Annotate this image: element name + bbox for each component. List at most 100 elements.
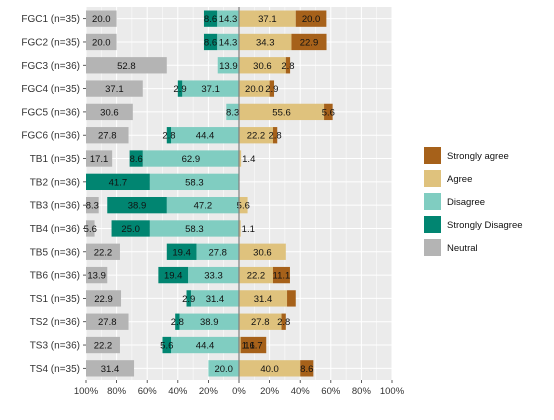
data-label: 20.0: [302, 14, 321, 25]
data-label: 44.4: [196, 131, 215, 142]
bar-disagree: [217, 33, 239, 51]
bar-agree: [239, 360, 301, 377]
bar-agree: [239, 290, 288, 307]
bar-disagree: [196, 243, 239, 260]
data-label: 30.6: [100, 107, 119, 118]
bar-disagree: [208, 360, 239, 377]
bar-disagree: [149, 220, 239, 237]
legend-key-strongly-disagree: [424, 216, 441, 233]
bar-disagree: [171, 336, 239, 354]
bar-strongly-agree: [295, 10, 327, 27]
data-label: 8.6: [300, 364, 313, 375]
bar-neutral: [86, 313, 129, 330]
category-label: FGC5 (n=36): [21, 107, 80, 118]
data-label: 17.1: [90, 154, 109, 165]
data-label: 8.6: [130, 154, 143, 165]
bar-agree: [239, 103, 325, 121]
data-label: 27.8: [208, 247, 227, 258]
data-label: 2.9: [173, 84, 186, 95]
category-label: TB6 (n=36): [30, 271, 80, 282]
data-label: 2.9: [265, 84, 278, 95]
legend-label: Strongly agree: [447, 151, 509, 162]
category-label: TB2 (n=36): [30, 177, 80, 188]
data-label: 1.1: [242, 224, 255, 235]
bar-strongly-disagree: [111, 220, 150, 237]
data-label: 8.6: [204, 14, 217, 25]
bar-disagree: [188, 266, 239, 284]
data-label: 20.0: [92, 37, 111, 48]
x-tick-label: 80%: [107, 386, 127, 397]
bar-disagree: [166, 196, 239, 214]
bar-agree: [239, 220, 241, 237]
x-tick-label: 40%: [168, 386, 188, 397]
data-label: 58.3: [185, 224, 204, 235]
data-label: 2.8: [162, 131, 175, 142]
category-label: TB4 (n=36): [30, 224, 80, 235]
data-label: 40.0: [260, 364, 279, 375]
bar-disagree: [142, 150, 239, 167]
legend-key-neutral: [424, 239, 441, 256]
category-label: TS1 (n=35): [30, 294, 80, 305]
x-tick-label: 80%: [352, 386, 372, 397]
bar-disagree: [226, 103, 239, 121]
data-label: 8.3: [226, 107, 239, 118]
data-label: 31.4: [206, 294, 225, 305]
legend-label: Agree: [447, 174, 472, 185]
bar-disagree: [182, 80, 239, 97]
bar-neutral: [86, 220, 95, 237]
category-label: TB3 (n=36): [30, 201, 80, 212]
legend-key-disagree: [424, 193, 441, 210]
data-label: 33.3: [204, 271, 223, 282]
data-label: 38.9: [200, 317, 219, 328]
bar-disagree: [217, 57, 239, 74]
bar-neutral: [86, 127, 129, 144]
bar-neutral: [86, 196, 99, 214]
data-label: 2.9: [182, 294, 195, 305]
category-label: FGC4 (n=35): [21, 84, 80, 95]
data-label: 38.9: [128, 201, 147, 212]
bar-disagree: [217, 10, 239, 27]
data-label: 52.8: [117, 61, 136, 72]
data-label: 5.6: [237, 201, 250, 212]
category-label: TS2 (n=36): [30, 317, 80, 328]
data-label: 11.1: [273, 271, 291, 282]
data-label: 19.4: [172, 247, 191, 258]
legend-label: Strongly Disagree: [447, 220, 523, 231]
data-label: 55.6: [272, 107, 291, 118]
bar-neutral: [86, 103, 133, 121]
data-label: 37.1: [105, 84, 124, 95]
data-label: 31.4: [254, 294, 273, 305]
data-label: 44.4: [196, 341, 215, 352]
bar-strongly-agree: [272, 127, 278, 144]
data-label: 22.9: [300, 37, 319, 48]
data-label: 20.0: [92, 14, 111, 25]
legend-key-strongly-agree: [424, 147, 441, 164]
bar-strongly-agree: [240, 336, 267, 354]
data-label: 2.8: [281, 61, 294, 72]
data-label: 8.6: [204, 37, 217, 48]
bar-disagree: [190, 290, 239, 307]
data-label: 1.4: [242, 154, 255, 165]
bar-strongly-disagree: [203, 10, 218, 27]
data-label: 8.3: [86, 201, 99, 212]
category-label: FGC6 (n=36): [21, 131, 80, 142]
bar-agree: [239, 57, 286, 74]
bar-neutral: [86, 150, 113, 167]
legend: Strongly agree Agree Disagree Strongly Disa…: [424, 147, 523, 256]
data-labels: 14.38.6 37.1 20.020.014.38.6 34.3 22.920.013…: [84, 14, 335, 375]
bar-strongly-agree: [300, 360, 314, 377]
data-label: 22.2: [94, 341, 113, 352]
x-tick-label: 100%: [380, 386, 405, 397]
data-label: 5.6: [84, 224, 97, 235]
bar-strongly-disagree: [129, 150, 143, 167]
data-label: 37.1: [258, 14, 277, 25]
x-tick-label: 20%: [199, 386, 219, 397]
bar-neutral: [86, 290, 122, 307]
data-label: 31.4: [101, 364, 120, 375]
data-label: 58.3: [185, 177, 204, 188]
bar-agree: [239, 266, 273, 284]
data-label: 2.8: [268, 131, 281, 142]
bar-neutral: [86, 243, 120, 260]
